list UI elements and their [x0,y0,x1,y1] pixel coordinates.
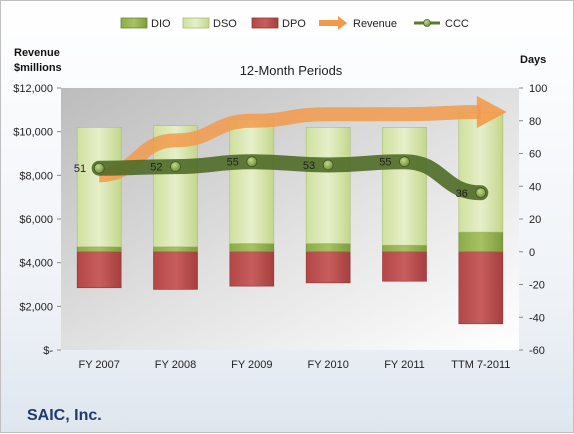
legend-label-dpo: DPO [282,18,306,30]
legend-swatch-ccc-marker [423,19,431,27]
left-tick-label: $- [43,345,53,357]
right-tick-label: 40 [529,181,541,193]
legend-label-dio: DIO [151,18,171,30]
bar-dso [458,112,504,233]
right-axis-title: Days [520,54,546,66]
bar-dio [382,244,427,253]
legend-item-dso: DSO [182,17,237,30]
legend-swatch-dpo [251,17,279,29]
bar-dso [76,127,122,248]
ccc-marker [170,161,181,173]
legend-swatch-dio [120,17,148,29]
right-tick-label: 100 [529,83,547,95]
legend-item-ccc: CCC [414,18,469,30]
category-label: FY 2008 [155,359,196,371]
chart-title: 12-Month Periods [240,63,343,78]
category-label: FY 2011 [384,359,425,371]
ccc-layer: 51 52 55 53 55 36 [74,154,489,201]
ccc-data-label: 36 [456,188,468,200]
revenue-trend-line [98,105,481,183]
legend-item-dio: DIO [120,17,171,30]
company-name: SAIC, Inc. [27,407,102,424]
bar-dso [229,118,275,244]
bar-dso [382,127,427,246]
left-tick-label: $6,000 [19,214,53,226]
legend-swatch-revenue [319,16,347,30]
legend-swatch-dso [182,17,210,29]
revenue-arrow-head [476,96,507,129]
ccc-data-label: 55 [227,157,239,169]
plot-area [61,88,519,350]
legend-label-ccc: CCC [445,18,469,30]
left-tick-label: $12,000 [13,83,53,95]
bar-dio [458,231,504,253]
bar-dpo [153,251,198,290]
left-tick-label: $10,000 [13,127,53,139]
right-tick-label: 20 [529,214,541,226]
left-axis-title-line1: Revenue [14,47,60,59]
bar-dio [305,243,351,253]
ccc-data-label: 51 [74,163,86,175]
category-label: FY 2009 [231,359,272,371]
ccc-marker [93,162,105,174]
axes-layer: $- $2,000 $4,000 $6,000 $8,000 $10,000 $12,000… [13,83,547,371]
category-label: FY 2007 [78,359,119,371]
left-tick-label: $2,000 [19,301,53,313]
bar-dio [76,246,122,253]
right-tick-label: 80 [529,116,541,128]
bar-dpo [229,251,275,287]
ccc-marker [322,159,334,171]
legend: DIO DSO DPO Revenue CCC [120,16,469,30]
legend-item-dpo: DPO [251,17,306,30]
bar-dio [153,246,198,253]
bar-dpo [305,251,351,284]
ccc-data-label: 53 [303,160,315,172]
ccc-marker [399,156,410,168]
legend-item-revenue: Revenue [319,16,397,30]
left-axis-title-line2: $millions [14,62,62,74]
right-tick-label: 60 [529,149,541,161]
bar-dio [229,243,275,253]
ccc-marker [475,187,487,199]
right-tick-label: -20 [529,280,545,292]
legend-label-revenue: Revenue [353,18,397,30]
left-tick-label: $8,000 [19,170,53,182]
bar-dpo [382,251,427,282]
ccc-data-label: 55 [379,157,391,169]
ccc-marker [246,156,258,168]
right-tick-label: -40 [529,312,545,324]
bar-dso [305,127,351,244]
bar-dpo [458,251,504,325]
bar-dpo [76,251,122,289]
category-label: FY 2010 [307,359,348,371]
category-label: TTM 7-2011 [451,359,510,371]
ccc-data-label: 52 [150,162,162,174]
right-tick-label: 0 [529,247,535,259]
legend-label-dso: DSO [213,18,237,30]
revenue-layer [98,96,507,183]
left-tick-label: $4,000 [19,258,53,270]
right-tick-label: -60 [529,345,545,357]
